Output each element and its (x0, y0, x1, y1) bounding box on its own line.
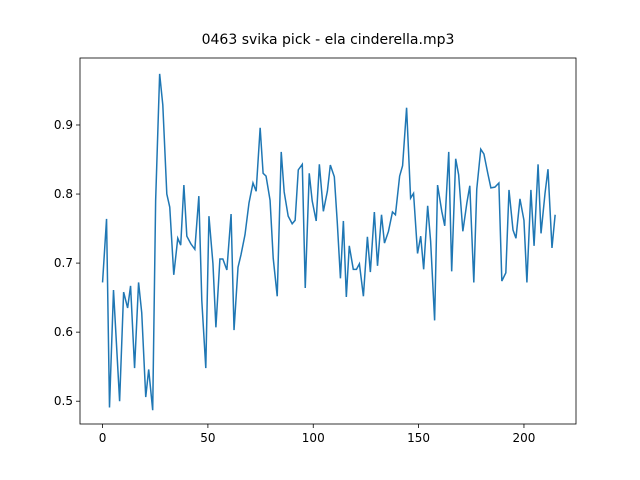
x-tick-label: 200 (513, 431, 536, 445)
x-tick-label: 0 (99, 431, 107, 445)
data-line (101, 73, 556, 411)
y-tick-label: 0.7 (54, 256, 73, 270)
y-tick-label: 0.8 (54, 187, 73, 201)
y-tick-label: 0.6 (54, 325, 73, 339)
x-tick-label: 50 (200, 431, 215, 445)
chart-title: 0463 svika pick - ela cinderella.mp3 (202, 32, 455, 48)
x-tick-label: 100 (302, 431, 325, 445)
y-tick-label: 0.9 (54, 118, 73, 132)
axes-frame (79, 57, 577, 425)
x-tick-label: 150 (407, 431, 430, 445)
y-tick-label: 0.5 (54, 394, 73, 408)
